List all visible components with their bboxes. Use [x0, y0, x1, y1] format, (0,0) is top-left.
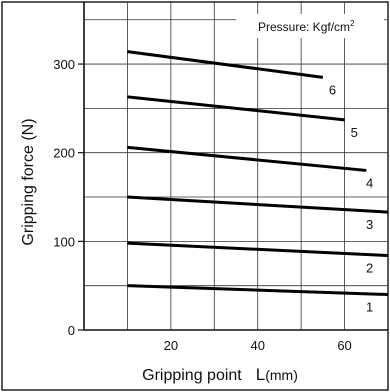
pressure-legend: Pressure: Kgf/cm2 [236, 14, 384, 38]
legend-title: Pressure: Kgf/cm2 [258, 19, 355, 34]
series-line-6 [127, 50, 324, 79]
series-label-6: 6 [329, 82, 336, 97]
x-axis-label: Gripping point L(mm) [142, 365, 298, 384]
series-label-3: 3 [366, 217, 373, 232]
x-tick-label: 60 [337, 338, 351, 353]
series-line-3 [127, 195, 389, 214]
x-axis-label-unit: (mm) [265, 367, 298, 383]
legend-title-superscript: 2 [350, 19, 355, 28]
series-label-1: 1 [366, 300, 373, 315]
legend-title-text: Pressure: Kgf/cm [258, 20, 350, 34]
series-line-4 [127, 145, 367, 172]
series-label-5: 5 [351, 125, 358, 140]
y-tick-label: 200 [53, 146, 75, 161]
series-lines: 1 2 3 4 5 6 [127, 50, 389, 315]
y-axis-label: Gripping force (N) [20, 118, 37, 245]
y-tick-label: 300 [53, 57, 75, 72]
legend-background [236, 14, 384, 38]
series-line-1 [127, 284, 389, 297]
x-axis-label-symbol: L [256, 365, 265, 384]
y-tick-label: 100 [53, 234, 75, 249]
y-tick-label: 0 [68, 323, 75, 338]
x-axis-label-text: Gripping point [142, 367, 242, 384]
x-tick-label: 20 [164, 338, 178, 353]
series-line-2 [127, 241, 389, 258]
series-label-4: 4 [366, 175, 373, 190]
x-tick-label: 40 [250, 338, 264, 353]
series-line-5 [127, 95, 345, 122]
axes [78, 2, 388, 331]
tick-labels: 0 100 200 300 20 40 60 [53, 57, 352, 353]
series-label-2: 2 [366, 261, 373, 276]
